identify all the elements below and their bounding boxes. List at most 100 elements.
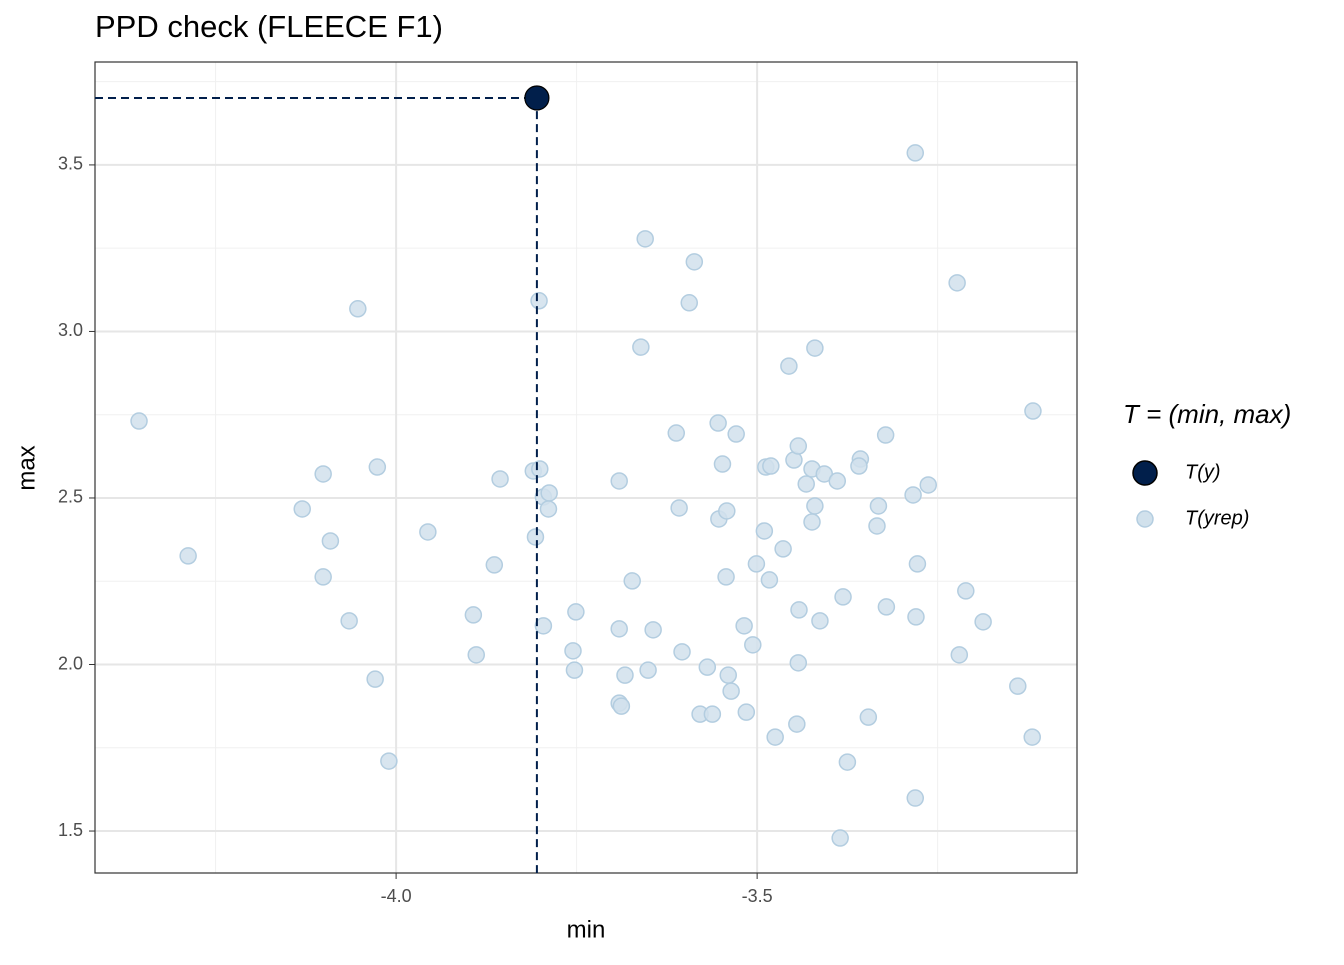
replicate-point — [293, 500, 311, 518]
replicate-point — [811, 612, 829, 630]
replicate-point — [680, 294, 699, 312]
replicate-point — [539, 500, 558, 518]
replicate-point — [831, 829, 849, 847]
x-tick-label: -3.5 — [742, 886, 773, 906]
y-tick-label: 2.5 — [58, 487, 83, 507]
replicate-point — [788, 715, 806, 733]
replicate-point — [179, 547, 197, 565]
replicate-point — [485, 556, 504, 574]
replicate-point — [762, 457, 780, 475]
replicate-point — [670, 499, 688, 517]
y-tick-label: 2.0 — [58, 653, 83, 673]
replicate-point — [766, 728, 784, 746]
replicate-point — [828, 472, 847, 490]
replicate-point — [717, 568, 735, 586]
replicate-point — [340, 612, 358, 630]
replicate-point — [906, 144, 925, 162]
replicate-point — [789, 654, 808, 672]
replicate-point — [727, 425, 745, 443]
replicate-point — [780, 357, 798, 375]
replicate-point — [755, 522, 774, 540]
replicate-point — [540, 484, 558, 502]
replicate-point — [868, 517, 886, 535]
legend-marker — [1136, 510, 1154, 528]
y-tick-label: 1.5 — [58, 820, 83, 840]
replicate-point — [491, 470, 509, 488]
replicate-point — [803, 513, 821, 531]
y-axis-label: max — [13, 445, 40, 490]
x-axis-label: min — [567, 916, 606, 943]
replicate-point — [919, 476, 938, 494]
replicate-point — [636, 230, 654, 248]
replicate-point — [948, 274, 966, 292]
y-tick-label: 3.5 — [58, 154, 83, 174]
replicate-point — [698, 658, 717, 676]
y-tick-label: 3.0 — [58, 320, 83, 340]
replicate-point — [530, 292, 548, 310]
replicate-point — [908, 555, 927, 573]
replicate-point — [709, 414, 727, 432]
replicate-point — [850, 457, 868, 475]
replicate-point — [639, 661, 657, 679]
replicate-point — [877, 598, 896, 616]
replicate-point — [644, 621, 662, 639]
replicate-point — [774, 540, 792, 558]
replicate-point — [722, 682, 740, 700]
replicate-point — [790, 601, 808, 619]
replicate-point — [789, 437, 808, 455]
legend-title: T = (min, max) — [1123, 399, 1291, 429]
replicate-point — [974, 613, 992, 631]
replicate-point — [567, 603, 585, 621]
replicate-point — [526, 528, 545, 546]
x-tick-label: -4.0 — [381, 886, 412, 906]
replicate-point — [531, 460, 549, 478]
replicate-point — [876, 426, 895, 444]
observed-point — [524, 85, 550, 111]
replicate-point — [907, 608, 925, 626]
replicate-point — [616, 666, 634, 684]
replicate-point — [838, 753, 857, 771]
replicate-point — [806, 339, 824, 357]
replicate-point — [464, 606, 483, 624]
replicate-point — [366, 670, 384, 688]
replicate-point — [610, 620, 628, 638]
replicate-point — [314, 568, 332, 586]
replicate-point — [534, 617, 553, 635]
replicate-point — [737, 703, 756, 721]
replicate-point — [834, 588, 852, 606]
replicate-point — [1024, 402, 1042, 420]
legend-marker — [1132, 460, 1158, 486]
replicate-point — [735, 617, 753, 635]
replicate-point — [685, 253, 704, 271]
replicate-point — [564, 642, 582, 660]
replicate-point — [747, 555, 766, 573]
replicate-point — [667, 424, 686, 442]
replicate-point — [718, 502, 736, 520]
replicate-point — [713, 455, 732, 473]
replicate-point — [906, 789, 925, 807]
replicate-point — [950, 646, 969, 664]
replicate-point — [130, 412, 148, 430]
replicate-point — [349, 300, 367, 318]
replicate-point — [565, 661, 584, 679]
replicate-point — [957, 582, 975, 600]
replicate-point — [314, 465, 332, 483]
replicate-point — [623, 572, 641, 590]
replicate-point — [467, 646, 485, 664]
replicate-point — [797, 475, 815, 493]
replicate-point — [632, 338, 650, 356]
replicate-point — [744, 636, 762, 654]
chart-title: PPD check (FLEECE F1) — [95, 9, 443, 44]
replicate-point — [703, 705, 722, 723]
legend-label: T(yrep) — [1185, 507, 1249, 529]
legend-label: T(y) — [1185, 461, 1221, 483]
replicate-point — [869, 497, 888, 515]
replicate-point — [321, 532, 340, 550]
replicate-point — [673, 643, 691, 661]
replicate-point — [610, 472, 628, 490]
replicate-point — [760, 571, 779, 589]
replicate-point — [904, 486, 922, 504]
replicate-point — [719, 666, 737, 684]
